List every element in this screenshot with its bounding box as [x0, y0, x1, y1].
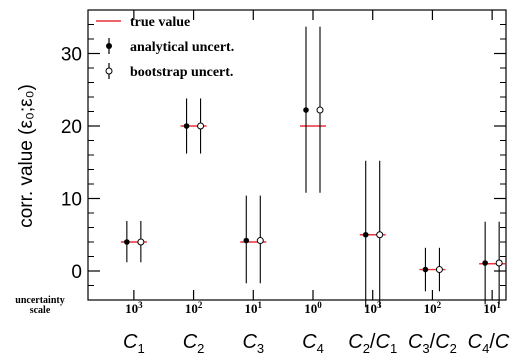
uncertainty-scale-value: 101 — [245, 300, 263, 316]
y-tick-label: 20 — [61, 117, 82, 138]
legend: true value analytical uncert. bootstrap … — [96, 15, 234, 80]
x-tick-label: C1 — [123, 331, 145, 356]
bootstrap-point — [376, 231, 384, 239]
uncertainty-scale-value: 103 — [125, 300, 143, 316]
bootstrap-point — [316, 106, 324, 114]
y-tick-label: 0 — [71, 262, 82, 283]
bootstrap-point — [197, 122, 205, 130]
x-tick-label: C2/C1 — [348, 331, 397, 356]
x-tick-label: C3/C2 — [408, 331, 457, 356]
bootstrap-point — [256, 237, 264, 245]
bootstrap-point — [435, 266, 443, 274]
uncertainty-scale-label-line1: uncertainty — [15, 295, 64, 306]
bootstrap-point — [495, 259, 503, 267]
data-marks — [120, 26, 506, 308]
uncertainty-scale-value: 101 — [483, 300, 501, 316]
analytical-point — [422, 266, 429, 273]
legend-analytical-marker — [106, 43, 112, 49]
uncertainty-scale-label-line2: scale — [30, 305, 51, 316]
x-tick-label: C2 — [183, 331, 205, 356]
legend-bootstrap-marker — [105, 67, 113, 75]
analytical-point — [482, 260, 488, 266]
y-axis: 0 10 20 30 — [61, 9, 506, 301]
y-tick-label: 30 — [61, 45, 82, 66]
analytical-point — [243, 237, 250, 244]
uncertainty-scale-value: 102 — [185, 300, 203, 316]
bootstrap-point — [137, 238, 145, 246]
legend-bootstrap-label: bootstrap uncert. — [130, 65, 233, 80]
x-axis: 103C1102C2101C3100C4103C2/C1102C3/C2101C… — [123, 10, 510, 356]
legend-true-value-label: true value — [130, 15, 190, 30]
uncertainty-scale-value: 100 — [304, 300, 322, 316]
analytical-point — [183, 123, 190, 129]
legend-analytical-label: analytical uncert. — [130, 40, 234, 55]
x-tick-label: C4 — [302, 331, 324, 356]
y-axis-label: corr. value (ε₀;ε₀) — [16, 84, 37, 228]
y-tick-label: 10 — [61, 190, 82, 211]
analytical-point — [362, 231, 369, 238]
x-tick-label: C4/C2 — [468, 331, 510, 356]
analytical-point — [124, 239, 130, 245]
analytical-point — [303, 107, 309, 113]
uncertainty-scale-value: 102 — [424, 300, 442, 316]
x-tick-label: C3 — [242, 331, 264, 356]
